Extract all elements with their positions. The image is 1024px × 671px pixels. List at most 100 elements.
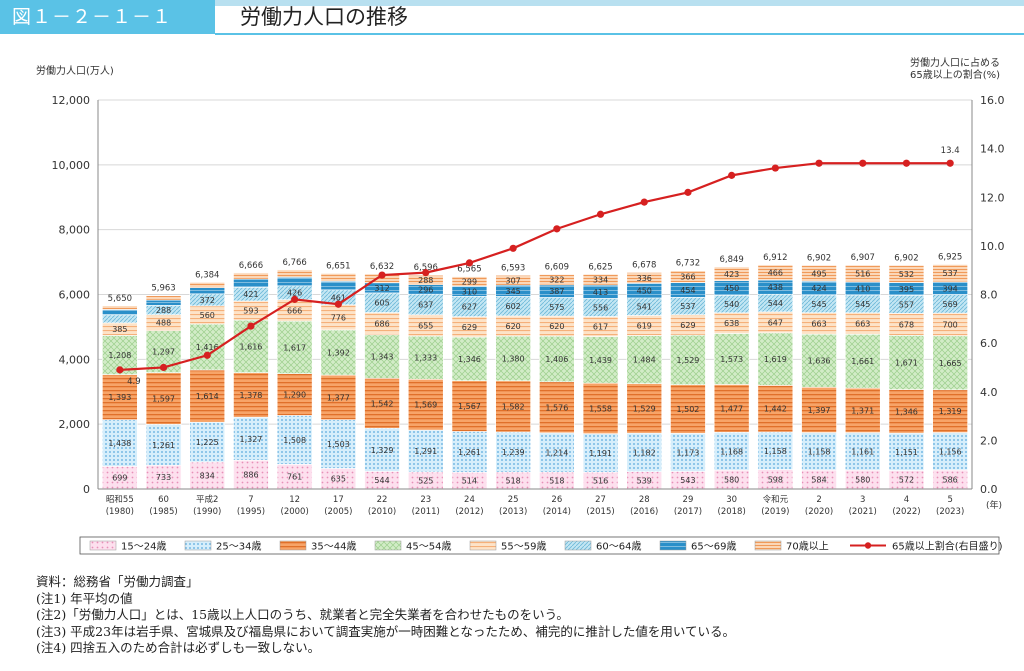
legend-label: 70歳以上 [786, 541, 829, 553]
bar-segment [670, 433, 706, 472]
note-3: (注3) 平成23年は岩手県、宮城県及び福島県において調査実施が一時困難となった… [36, 623, 735, 639]
x-tick-year: (2000) [281, 507, 309, 517]
segment-value-label: 580 [855, 476, 870, 485]
segment-value-label: 307 [506, 276, 521, 285]
line-first-label: 4.9 [127, 377, 141, 387]
legend-label: 60～64歳 [596, 541, 641, 553]
right-tick-label: 2.0 [980, 434, 998, 447]
segment-value-label: 572 [899, 476, 914, 485]
bar-total-label: 6,651 [326, 261, 350, 271]
bar-segment [189, 461, 226, 490]
segment-value-label: 1,573 [720, 355, 743, 364]
x-tick-era: 26 [551, 495, 562, 505]
bar-segment [451, 276, 488, 287]
segment-value-label: 334 [593, 276, 608, 285]
x-tick-era: 12 [289, 495, 300, 505]
share-65plus-point [553, 225, 561, 233]
segment-value-label: 1,371 [851, 406, 874, 415]
right-tick-label: 4.0 [980, 386, 998, 399]
segment-value-label: 1,158 [764, 447, 787, 456]
segment-value-label: 423 [724, 270, 739, 279]
left-axis-title: 労働力人口(万人) [36, 64, 114, 77]
bar-segment [495, 274, 531, 286]
share-65plus-point [291, 295, 299, 303]
bar-segment [888, 264, 925, 283]
share-65plus-point [159, 363, 168, 372]
bar-segment [888, 432, 925, 471]
segment-value-label: 655 [418, 321, 433, 330]
bar-segment [626, 272, 663, 284]
bar-segment [320, 419, 357, 469]
x-tick-year: (2023) [936, 507, 964, 517]
bar-total-label: 6,912 [763, 253, 787, 263]
segment-value-label: 733 [156, 473, 171, 482]
segment-value-label: 516 [855, 269, 870, 278]
segment-value-label: 366 [680, 273, 695, 282]
segment-value-label: 322 [549, 276, 564, 285]
segment-value-label: 1,290 [283, 391, 306, 400]
segment-value-label: 580 [724, 476, 739, 485]
segment-value-label: 619 [637, 322, 652, 331]
segment-value-label: 296 [418, 285, 433, 294]
segment-value-label: 1,567 [458, 402, 481, 411]
segment-value-label: 1,542 [371, 399, 394, 408]
bar-segment [145, 295, 182, 301]
segment-value-label: 1,182 [633, 448, 656, 457]
share-65plus-point [596, 210, 605, 218]
x-tick-era: 60 [158, 495, 169, 505]
segment-value-label: 1,614 [196, 392, 219, 401]
bar-segment [844, 264, 881, 283]
segment-value-label: 537 [943, 269, 958, 278]
bar-segment [582, 273, 619, 286]
share-65plus-point [902, 159, 911, 167]
share-65plus-point [203, 351, 211, 359]
segment-value-label: 1,484 [633, 356, 656, 365]
bar-segment [407, 335, 444, 380]
segment-value-label: 541 [637, 303, 652, 312]
x-tick-year: (2011) [412, 507, 440, 517]
segment-value-label: 1,619 [764, 355, 787, 364]
segment-value-label: 1,377 [327, 393, 350, 402]
segment-value-label: 1,297 [152, 348, 175, 357]
bar-total-label: 6,593 [501, 263, 525, 273]
bar-segment [233, 372, 269, 418]
bar-total-label: 6,902 [807, 253, 831, 263]
segment-value-label: 1,319 [939, 407, 962, 416]
share-65plus-line [119, 162, 951, 371]
segment-value-label: 620 [549, 322, 564, 331]
segment-value-label: 461 [331, 293, 346, 302]
segment-value-label: 699 [112, 474, 127, 483]
bar-segment [757, 264, 794, 281]
bar-segment [276, 269, 313, 278]
legend-label: 45～54歳 [406, 541, 451, 553]
bar-segment [102, 374, 138, 421]
bar-segment [844, 387, 881, 433]
bar-total-label: 6,678 [632, 260, 656, 270]
note-1: (注1) 年平均の値 [36, 590, 133, 606]
segment-value-label: 1,151 [895, 448, 918, 457]
x-tick-year: (2013) [499, 507, 527, 517]
segment-value-label: 598 [768, 475, 783, 484]
segment-value-label: 637 [418, 301, 433, 310]
bar-total-label: 5,650 [108, 294, 132, 304]
x-tick-era: 28 [639, 495, 650, 505]
segment-value-label: 1,477 [720, 404, 743, 413]
segment-value-label: 1,502 [676, 405, 699, 414]
segment-value-label: 537 [680, 302, 695, 311]
segment-value-label: 1,406 [545, 355, 568, 364]
bar-segment [582, 382, 619, 434]
bar-segment [844, 333, 881, 389]
x-tick-era: 22 [377, 495, 388, 505]
bar-segment [495, 431, 531, 473]
bar-segment [932, 335, 968, 391]
segment-value-label: 556 [593, 303, 608, 312]
bar-segment [276, 276, 313, 287]
legend-swatch [659, 540, 687, 551]
segment-value-label: 560 [200, 311, 215, 320]
left-tick-label: 2,000 [59, 418, 91, 431]
segment-value-label: 299 [462, 277, 477, 286]
segment-value-label: 495 [811, 269, 826, 278]
bar-total-label: 6,666 [239, 261, 263, 271]
share-65plus-point [946, 159, 954, 167]
left-tick-label: 12,000 [52, 94, 91, 107]
